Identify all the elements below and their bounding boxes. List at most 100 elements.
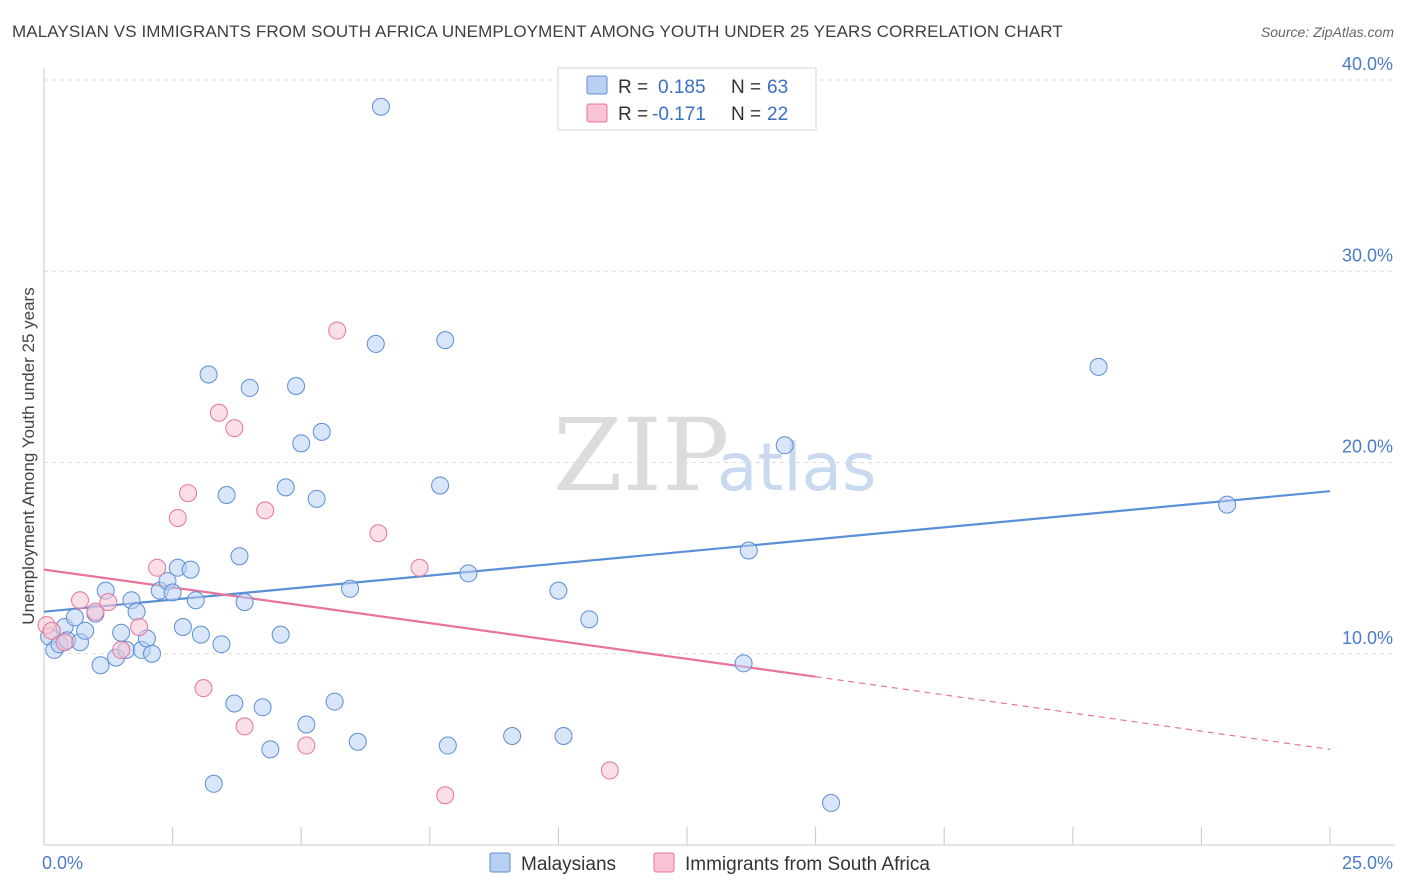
point-malaysians-60 (822, 793, 841, 812)
point-malaysians-28 (204, 774, 223, 793)
x-tick-label-1: 25.0% (1342, 853, 1393, 873)
legend-swatch-malaysians (586, 75, 608, 95)
point-malaysians-36 (261, 740, 280, 759)
legend-r-label: R = (618, 77, 653, 98)
bottom-legend-swatch-south-africa (653, 852, 675, 873)
legend-n-label: N = (731, 104, 766, 125)
point-malaysians-23 (173, 617, 192, 636)
point-malaysians-53 (503, 726, 522, 745)
point-malaysians-5 (65, 608, 84, 627)
point-south-africa-5 (99, 593, 118, 612)
legend-n-label: N = (731, 77, 766, 98)
point-malaysians-31 (225, 694, 244, 713)
point-south-africa-10 (179, 484, 198, 503)
chart-source: Source: ZipAtlas.com (1260, 24, 1394, 40)
point-malaysians-26 (191, 625, 210, 644)
y-tick-label-2: 30.0% (1342, 245, 1393, 265)
y-tick-label-0: 10.0% (1342, 628, 1393, 648)
legend-swatch-south-africa (586, 103, 608, 123)
point-malaysians-62 (1218, 495, 1237, 514)
y-tick-label-1: 20.0% (1342, 437, 1393, 457)
point-south-africa-9 (168, 508, 187, 527)
point-malaysians-41 (297, 715, 316, 734)
legend-row-south-africa: R = -0.171 N = 22 (618, 104, 788, 125)
axes (43, 68, 1395, 846)
point-malaysians-32 (230, 547, 249, 566)
legend: R = 0.185 N = 63 R = -0.171 N = 22 (557, 67, 817, 131)
point-malaysians-51 (438, 736, 457, 755)
point-malaysians-29 (212, 635, 231, 654)
legend-r-value: 0.185 (658, 77, 706, 98)
point-malaysians-50 (436, 331, 455, 350)
chart-title: MALAYSIAN VS IMMIGRANTS FROM SOUTH AFRIC… (12, 22, 1063, 41)
point-malaysians-9 (91, 656, 110, 675)
trend-line-malaysians (43, 490, 1331, 613)
point-south-africa-13 (225, 419, 244, 438)
point-malaysians-57 (734, 654, 753, 673)
point-malaysians-46 (348, 732, 367, 751)
point-malaysians-38 (276, 478, 295, 497)
point-malaysians-61 (1089, 357, 1108, 376)
point-malaysians-52 (459, 564, 478, 583)
point-malaysians-25 (186, 591, 205, 610)
y-axis-label: Unemployment Among Youth under 25 years (19, 287, 38, 624)
point-malaysians-43 (312, 422, 331, 441)
legend-row-malaysians: R = 0.185 N = 63 (618, 77, 788, 98)
point-south-africa-11 (194, 679, 213, 698)
point-malaysians-44 (325, 692, 344, 711)
point-malaysians-42 (307, 489, 326, 508)
point-malaysians-37 (271, 625, 290, 644)
point-malaysians-39 (287, 377, 306, 395)
x-tick-label-0: 0.0% (42, 853, 83, 873)
point-malaysians-58 (739, 541, 758, 560)
trend-line-dashed-south-africa (815, 676, 1331, 750)
bottom-legend-malaysians: Malaysians (521, 854, 616, 875)
point-malaysians-12 (112, 623, 131, 642)
point-south-africa-17 (328, 321, 347, 340)
point-south-africa-21 (600, 761, 619, 780)
y-tick-label-3: 40.0% (1342, 54, 1393, 74)
point-malaysians-56 (580, 610, 599, 629)
watermark-zip: ZIP (553, 397, 729, 514)
legend-n-value: 63 (767, 77, 788, 98)
legend-r-label: R = (618, 104, 653, 125)
point-malaysians-55 (554, 726, 573, 745)
point-malaysians-48 (371, 97, 390, 116)
point-malaysians-18 (143, 644, 162, 663)
point-south-africa-2 (55, 633, 74, 652)
point-south-africa-20 (436, 786, 455, 805)
point-south-africa-18 (369, 524, 388, 543)
point-malaysians-30 (217, 486, 236, 505)
point-malaysians-15 (127, 602, 146, 621)
point-malaysians-45 (341, 579, 360, 598)
point-south-africa-14 (235, 717, 254, 736)
point-south-africa-4 (86, 602, 105, 621)
point-south-africa-6 (112, 640, 131, 659)
point-south-africa-1 (42, 621, 61, 640)
point-malaysians-40 (292, 434, 311, 453)
point-south-africa-3 (71, 591, 90, 610)
point-malaysians-7 (76, 621, 95, 640)
point-malaysians-24 (181, 560, 200, 579)
point-south-africa-19 (410, 558, 429, 577)
point-malaysians-33 (235, 593, 254, 612)
point-south-africa-12 (209, 403, 228, 422)
point-south-africa-15 (256, 501, 275, 520)
point-south-africa-16 (297, 736, 316, 755)
point-malaysians-27 (199, 365, 218, 384)
point-malaysians-21 (163, 583, 182, 602)
point-malaysians-35 (253, 698, 272, 717)
bottom-legend-swatch-malaysians (489, 852, 511, 873)
gridlines (44, 79, 1395, 655)
point-malaysians-47 (366, 334, 385, 353)
tick-labels: 10.0% 20.0% 30.0% 40.0% 0.0% 25.0% (42, 54, 1393, 873)
point-malaysians-54 (549, 581, 568, 600)
point-malaysians-59 (775, 436, 794, 455)
data-points (37, 97, 1237, 812)
point-malaysians-49 (431, 476, 450, 495)
bottom-legend-south-africa: Immigrants from South Africa (685, 854, 930, 875)
bottom-legend: Malaysians Immigrants from South Africa (489, 852, 930, 875)
point-malaysians-34 (240, 378, 259, 397)
legend-r-value: -0.171 (652, 104, 706, 125)
